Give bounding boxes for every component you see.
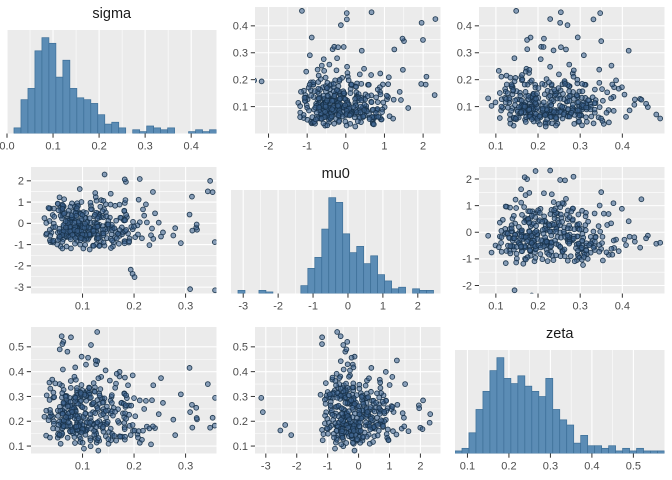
svg-text:0.2: 0.2 <box>457 74 472 86</box>
svg-text:0.1: 0.1 <box>460 461 475 473</box>
svg-text:-1: -1 <box>308 301 318 313</box>
svg-text:mu0: mu0 <box>322 166 350 182</box>
svg-text:0.3: 0.3 <box>137 141 152 153</box>
svg-text:1: 1 <box>380 301 386 313</box>
svg-text:0: 0 <box>466 227 472 239</box>
svg-text:0.3: 0.3 <box>9 391 24 403</box>
svg-text:0.5: 0.5 <box>626 461 641 473</box>
svg-text:0.3: 0.3 <box>178 301 193 313</box>
svg-text:-3: -3 <box>14 282 24 294</box>
svg-text:-1: -1 <box>302 141 312 153</box>
svg-text:0.2: 0.2 <box>530 141 545 153</box>
svg-text:sigma: sigma <box>92 6 132 22</box>
svg-text:0.1: 0.1 <box>75 461 90 473</box>
svg-text:-2: -2 <box>462 280 472 292</box>
svg-text:0.4: 0.4 <box>457 21 472 33</box>
svg-text:-1: -1 <box>462 254 472 266</box>
svg-text:-2: -2 <box>273 301 283 313</box>
svg-text:1: 1 <box>381 141 387 153</box>
svg-text:0.2: 0.2 <box>530 301 545 313</box>
svg-text:-1: -1 <box>323 461 333 473</box>
svg-text:0.3: 0.3 <box>457 48 472 60</box>
svg-text:zeta: zeta <box>546 326 574 342</box>
svg-text:-3: -3 <box>261 461 271 473</box>
svg-text:2: 2 <box>466 174 472 186</box>
svg-text:0.1: 0.1 <box>488 141 503 153</box>
svg-text:0.5: 0.5 <box>9 342 24 354</box>
svg-text:0.4: 0.4 <box>584 461 599 473</box>
svg-text:0.3: 0.3 <box>233 391 248 403</box>
svg-text:0.1: 0.1 <box>233 441 248 453</box>
svg-text:0.1: 0.1 <box>75 301 90 313</box>
svg-text:0.2: 0.2 <box>126 461 141 473</box>
svg-text:0.3: 0.3 <box>573 141 588 153</box>
svg-text:0.1: 0.1 <box>488 301 503 313</box>
svg-text:0.3: 0.3 <box>573 301 588 313</box>
svg-text:-2: -2 <box>264 141 274 153</box>
svg-text:2: 2 <box>420 141 426 153</box>
svg-text:0.2: 0.2 <box>233 416 248 428</box>
svg-text:1: 1 <box>18 197 24 209</box>
svg-text:0.0: 0.0 <box>0 141 15 153</box>
svg-text:0.2: 0.2 <box>126 301 141 313</box>
svg-text:0.4: 0.4 <box>233 366 248 378</box>
svg-text:0.2: 0.2 <box>501 461 516 473</box>
svg-text:0.4: 0.4 <box>233 21 248 33</box>
svg-text:0.2: 0.2 <box>233 74 248 86</box>
svg-text:-3: -3 <box>238 301 248 313</box>
svg-text:-2: -2 <box>14 261 24 273</box>
svg-text:1: 1 <box>386 461 392 473</box>
svg-text:0.1: 0.1 <box>233 101 248 113</box>
svg-text:0: 0 <box>343 141 349 153</box>
svg-text:0.3: 0.3 <box>178 461 193 473</box>
svg-text:-2: -2 <box>292 461 302 473</box>
svg-text:0.1: 0.1 <box>457 101 472 113</box>
svg-text:0.4: 0.4 <box>615 141 630 153</box>
svg-text:2: 2 <box>18 176 24 188</box>
svg-text:0.4: 0.4 <box>184 141 199 153</box>
svg-text:0.1: 0.1 <box>9 441 24 453</box>
svg-text:2: 2 <box>417 461 423 473</box>
svg-text:0.3: 0.3 <box>543 461 558 473</box>
svg-text:0.2: 0.2 <box>91 141 106 153</box>
svg-text:0.4: 0.4 <box>615 301 630 313</box>
svg-text:0: 0 <box>345 301 351 313</box>
svg-text:0: 0 <box>356 461 362 473</box>
svg-text:0: 0 <box>18 218 24 230</box>
svg-text:0.5: 0.5 <box>233 342 248 354</box>
svg-text:2: 2 <box>415 301 421 313</box>
svg-text:0.2: 0.2 <box>9 416 24 428</box>
svg-text:-1: -1 <box>14 239 24 251</box>
svg-text:0.4: 0.4 <box>9 366 24 378</box>
svg-text:0.3: 0.3 <box>233 48 248 60</box>
svg-text:1: 1 <box>466 200 472 212</box>
svg-text:0.1: 0.1 <box>45 141 60 153</box>
